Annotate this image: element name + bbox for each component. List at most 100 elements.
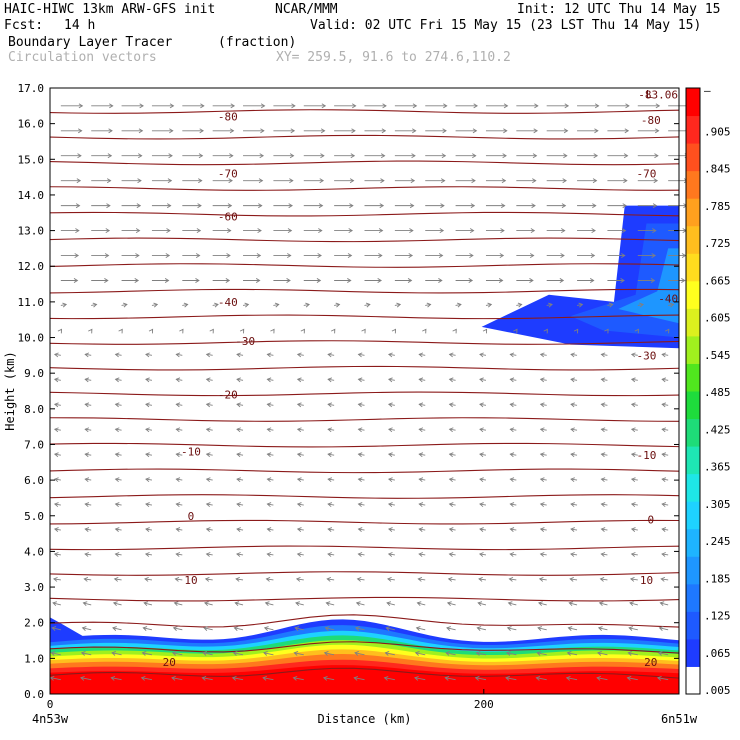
vector-head bbox=[76, 178, 82, 184]
vector bbox=[506, 652, 517, 656]
vector-head bbox=[106, 203, 111, 209]
vector-head bbox=[320, 128, 326, 134]
vector bbox=[601, 553, 608, 556]
contour-label: -20 bbox=[218, 389, 238, 402]
vector-head bbox=[669, 302, 675, 308]
vector bbox=[510, 378, 517, 381]
vector-head bbox=[199, 128, 204, 134]
vector-head bbox=[327, 527, 333, 532]
vector bbox=[143, 627, 153, 631]
vector-head bbox=[351, 128, 356, 134]
vector-head bbox=[114, 527, 120, 532]
model-title: HAIC-HIWC 13km ARW-GFS init bbox=[4, 2, 216, 17]
vector-head bbox=[681, 278, 686, 283]
vector bbox=[631, 378, 638, 381]
vector bbox=[84, 578, 92, 581]
vector-head bbox=[104, 278, 109, 283]
contour-label: -70 bbox=[637, 168, 657, 181]
vector-head bbox=[197, 203, 202, 209]
contour-label: -10 bbox=[181, 446, 201, 459]
vector bbox=[540, 428, 547, 431]
vector bbox=[206, 553, 213, 556]
vector-head bbox=[566, 651, 572, 656]
vector-head bbox=[628, 626, 634, 631]
vector-head bbox=[597, 626, 603, 631]
vector bbox=[176, 528, 183, 531]
vector-head bbox=[630, 477, 636, 483]
vector-head bbox=[378, 253, 383, 258]
vector bbox=[297, 453, 304, 456]
vector bbox=[662, 503, 669, 506]
vector-head bbox=[80, 651, 86, 656]
vector-head bbox=[266, 502, 272, 508]
vector bbox=[637, 304, 644, 306]
vector-head bbox=[175, 552, 181, 557]
contour-label: 10 bbox=[640, 574, 653, 587]
vector bbox=[145, 353, 153, 356]
vector bbox=[206, 503, 213, 506]
vector-head bbox=[153, 302, 159, 308]
vector-head bbox=[538, 601, 543, 607]
vector bbox=[358, 453, 365, 456]
vector bbox=[479, 503, 487, 506]
vector-head bbox=[53, 576, 58, 582]
vector-head bbox=[175, 402, 181, 408]
vector-head bbox=[621, 253, 626, 258]
vector-head bbox=[654, 153, 659, 159]
vector-head bbox=[548, 302, 553, 308]
vector bbox=[570, 528, 578, 531]
vector-head bbox=[440, 178, 446, 184]
vector bbox=[52, 627, 61, 631]
vector bbox=[51, 652, 61, 656]
contour-line bbox=[49, 186, 680, 191]
vector bbox=[354, 652, 365, 656]
y-tick-label: 9.0 bbox=[24, 367, 44, 380]
vector-head bbox=[136, 203, 142, 209]
vector bbox=[446, 627, 456, 631]
vector-head bbox=[109, 103, 114, 109]
vectors-label: Circulation vectors bbox=[8, 50, 157, 65]
vector-head bbox=[348, 228, 354, 234]
y-tick-label: 8.0 bbox=[24, 403, 44, 416]
vector-head bbox=[650, 278, 656, 283]
vector-head bbox=[83, 576, 89, 582]
vector-head bbox=[661, 502, 667, 508]
colorbar-label: .665 bbox=[704, 274, 731, 287]
vector-head bbox=[573, 328, 579, 334]
vector-head bbox=[509, 477, 515, 483]
vector-head bbox=[135, 228, 141, 234]
vector-head bbox=[539, 377, 545, 383]
vector-head bbox=[114, 452, 120, 458]
vector-head bbox=[543, 328, 548, 334]
vector bbox=[447, 602, 456, 606]
vector bbox=[568, 627, 578, 631]
vector-head bbox=[594, 103, 600, 109]
vector-head bbox=[166, 228, 171, 234]
vector-head bbox=[357, 477, 363, 483]
vector bbox=[479, 353, 487, 356]
vector bbox=[176, 478, 183, 481]
vector bbox=[570, 428, 578, 431]
vector bbox=[540, 528, 547, 531]
vector-head bbox=[445, 651, 451, 656]
vector-head bbox=[145, 377, 150, 383]
vector bbox=[54, 503, 61, 506]
vector-head bbox=[457, 302, 462, 308]
vector-head bbox=[266, 402, 272, 408]
vector-head bbox=[381, 128, 387, 134]
vector-head bbox=[296, 452, 302, 458]
vector-head bbox=[630, 402, 636, 408]
colorbar-swatch bbox=[686, 446, 700, 475]
vector-head bbox=[570, 502, 575, 508]
vector-head bbox=[114, 502, 120, 508]
vector bbox=[418, 578, 426, 581]
vector-head bbox=[532, 153, 538, 159]
vector-head bbox=[260, 103, 266, 109]
colorbar-swatch bbox=[686, 225, 700, 254]
vector-head bbox=[600, 427, 606, 433]
y-tick-label: 7.0 bbox=[24, 438, 44, 451]
vector-head bbox=[168, 153, 173, 159]
vector bbox=[115, 553, 122, 556]
vector-head bbox=[500, 228, 505, 234]
contour-line bbox=[49, 263, 680, 268]
